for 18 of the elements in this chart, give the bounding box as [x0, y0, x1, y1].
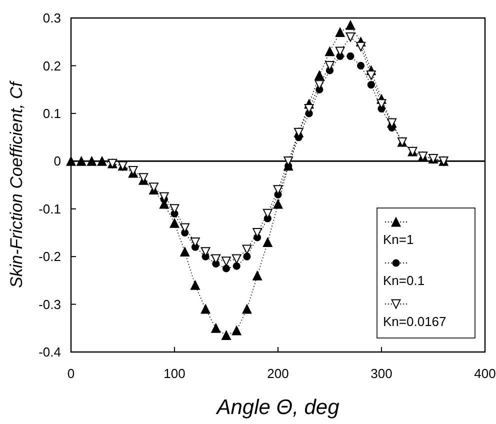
legend-label: Kn=1 [383, 232, 414, 247]
y-axis-title: Skin-Friction Coefficient, Cf [7, 80, 26, 288]
y-tick-label: -0.3 [38, 296, 61, 312]
x-tick-label: 300 [370, 366, 392, 381]
x-axis-title: Angle Θ, deg [214, 396, 340, 419]
y-tick-label: 0.3 [42, 10, 61, 26]
legend-label: Kn=0.0167 [383, 314, 446, 329]
y-tick-label: 0.2 [42, 58, 61, 74]
x-tick-label: 200 [267, 366, 289, 381]
x-tick-label: 400 [474, 366, 496, 381]
x-tick-label: 0 [67, 366, 75, 381]
legend-label: Kn=0.1 [383, 273, 425, 288]
y-tick-label: -0.2 [38, 249, 61, 264]
y-tick-label: 0 [54, 154, 61, 169]
y-tick-label: -0.4 [38, 344, 61, 360]
y-tick-label: 0.1 [42, 106, 61, 121]
y-tick-label: -0.1 [38, 201, 61, 216]
x-tick-label: 100 [164, 366, 186, 381]
